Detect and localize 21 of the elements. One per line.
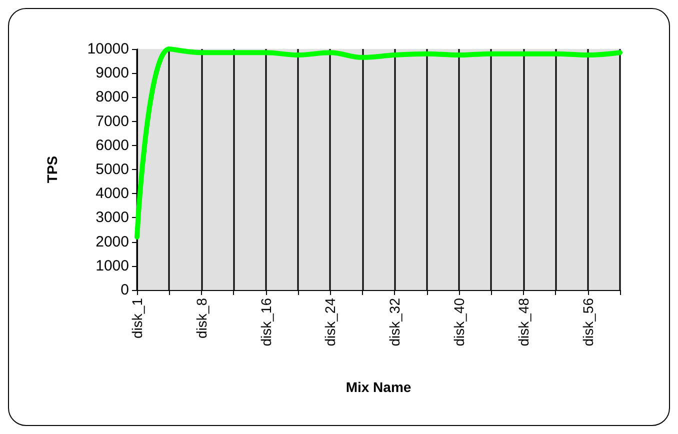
y-axis-title: TPS bbox=[44, 156, 60, 184]
x-tick-label: disk_8 bbox=[193, 298, 210, 338]
x-tick-label: disk_32 bbox=[386, 298, 403, 346]
y-tick-label: 6000 bbox=[96, 136, 129, 154]
x-axis-title: Mix Name bbox=[346, 379, 412, 395]
y-tick-label: 4000 bbox=[96, 185, 129, 202]
y-tick-label: 10000 bbox=[87, 40, 129, 58]
x-tick-label: disk_24 bbox=[322, 298, 338, 346]
y-tick-label: 5000 bbox=[96, 161, 129, 178]
y-tick-label: 8000 bbox=[96, 88, 129, 106]
x-tick-label: disk_1 bbox=[129, 298, 145, 338]
x-tick-label: disk_48 bbox=[515, 298, 532, 346]
x-tick-label: disk_16 bbox=[258, 298, 274, 346]
x-tick-label: disk_40 bbox=[451, 298, 467, 346]
y-tick-label: 9000 bbox=[96, 64, 129, 82]
y-tick-label: 1000 bbox=[96, 257, 129, 274]
y-tick-label: 7000 bbox=[96, 112, 129, 130]
y-tick-label: 0 bbox=[120, 282, 129, 298]
x-tick-label: disk_56 bbox=[580, 298, 596, 346]
y-tick-label: 2000 bbox=[96, 233, 129, 250]
y-tick-label: 3000 bbox=[96, 209, 129, 226]
